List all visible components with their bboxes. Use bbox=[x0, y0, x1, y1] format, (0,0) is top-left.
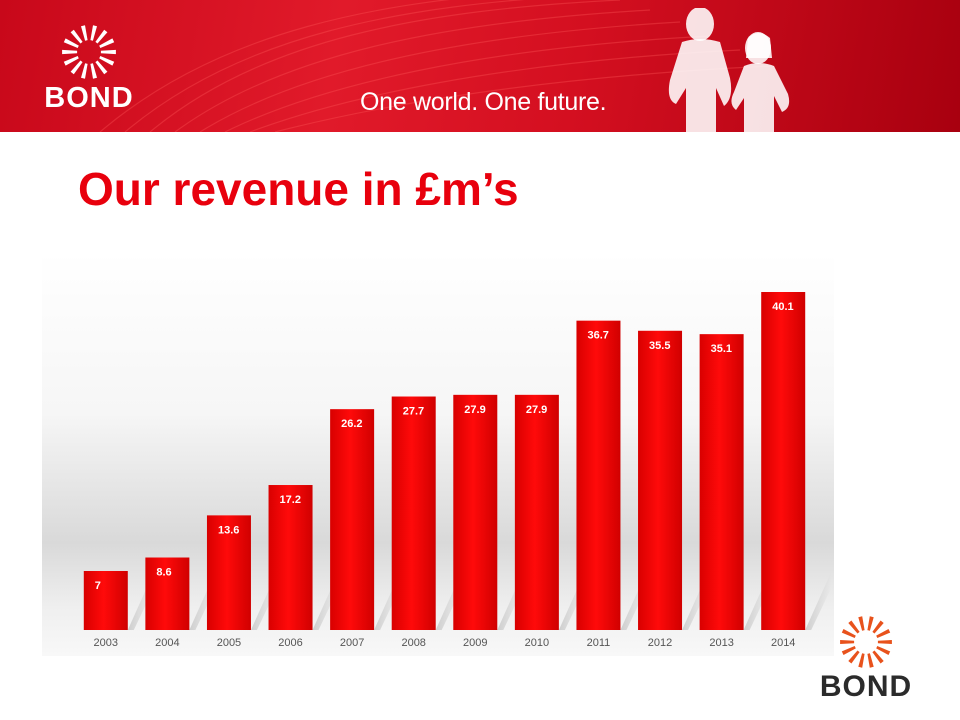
bar-2012 bbox=[638, 330, 683, 630]
corner-logo-wordmark: BOND bbox=[819, 670, 913, 703]
x-tick-label: 2010 bbox=[525, 637, 549, 649]
data-label: 36.7 bbox=[587, 330, 608, 342]
data-label: 7 bbox=[95, 580, 101, 592]
data-label: 27.9 bbox=[526, 404, 547, 416]
x-tick-label: 2009 bbox=[463, 637, 487, 649]
banner-swirl-pattern bbox=[99, 0, 771, 132]
x-tick-label: 2005 bbox=[217, 637, 241, 649]
people-silhouette-icon bbox=[668, 8, 790, 132]
x-tick-label: 2003 bbox=[94, 637, 118, 649]
bar-shadow bbox=[805, 572, 832, 630]
bar-2007 bbox=[330, 409, 375, 630]
bar-2014 bbox=[761, 292, 806, 630]
x-tick-label: 2011 bbox=[587, 637, 611, 649]
data-label: 13.6 bbox=[218, 524, 239, 536]
x-tick-label: 2008 bbox=[401, 637, 425, 649]
bar-2004 bbox=[145, 557, 190, 630]
bar-shadow bbox=[497, 572, 524, 630]
bar-2005 bbox=[206, 515, 251, 630]
data-label: 27.9 bbox=[464, 404, 485, 416]
bar-2009 bbox=[453, 394, 498, 630]
data-label: 27.7 bbox=[403, 406, 424, 418]
revenue-bar-chart: 7 8.6 13.6 17.2 26.2 27.7 27.9 27.9 36.7 35.5 35.1… bbox=[42, 252, 834, 656]
bond-logo: BOND bbox=[38, 22, 140, 114]
data-label: 35.5 bbox=[649, 340, 670, 352]
data-label: 35.1 bbox=[711, 343, 732, 355]
data-label: 17.2 bbox=[280, 494, 301, 506]
header-banner: BOND One world. One future. bbox=[0, 0, 960, 132]
sunburst-logo-icon bbox=[62, 25, 116, 79]
x-tick-label: 2012 bbox=[648, 637, 672, 649]
x-tick-label: 2004 bbox=[155, 637, 179, 649]
bar-2008 bbox=[391, 396, 436, 630]
data-label: 8.6 bbox=[156, 567, 171, 579]
x-tick-label: 2014 bbox=[771, 637, 795, 649]
bar-2011 bbox=[576, 320, 621, 630]
data-label: 40.1 bbox=[772, 301, 793, 313]
page-title: Our revenue in £m’s bbox=[78, 163, 519, 215]
data-label: 26.2 bbox=[341, 418, 362, 430]
logo-wordmark: BOND bbox=[44, 82, 134, 114]
chart-canvas: 7 8.6 13.6 17.2 26.2 27.7 27.9 27.9 36.7 35.5 35.1… bbox=[83, 292, 832, 649]
x-tick-label: 2013 bbox=[709, 637, 733, 649]
bar-2006 bbox=[268, 485, 313, 630]
bar-2003 bbox=[83, 570, 128, 630]
x-tick-label: 2007 bbox=[340, 637, 364, 649]
tagline: One world. One future. bbox=[360, 88, 607, 116]
bar-2010 bbox=[514, 394, 559, 630]
bar-2013 bbox=[699, 334, 744, 630]
bond-corner-logo: BOND bbox=[812, 612, 920, 708]
x-tick-label: 2006 bbox=[278, 637, 302, 649]
sunburst-logo-icon bbox=[840, 616, 892, 668]
